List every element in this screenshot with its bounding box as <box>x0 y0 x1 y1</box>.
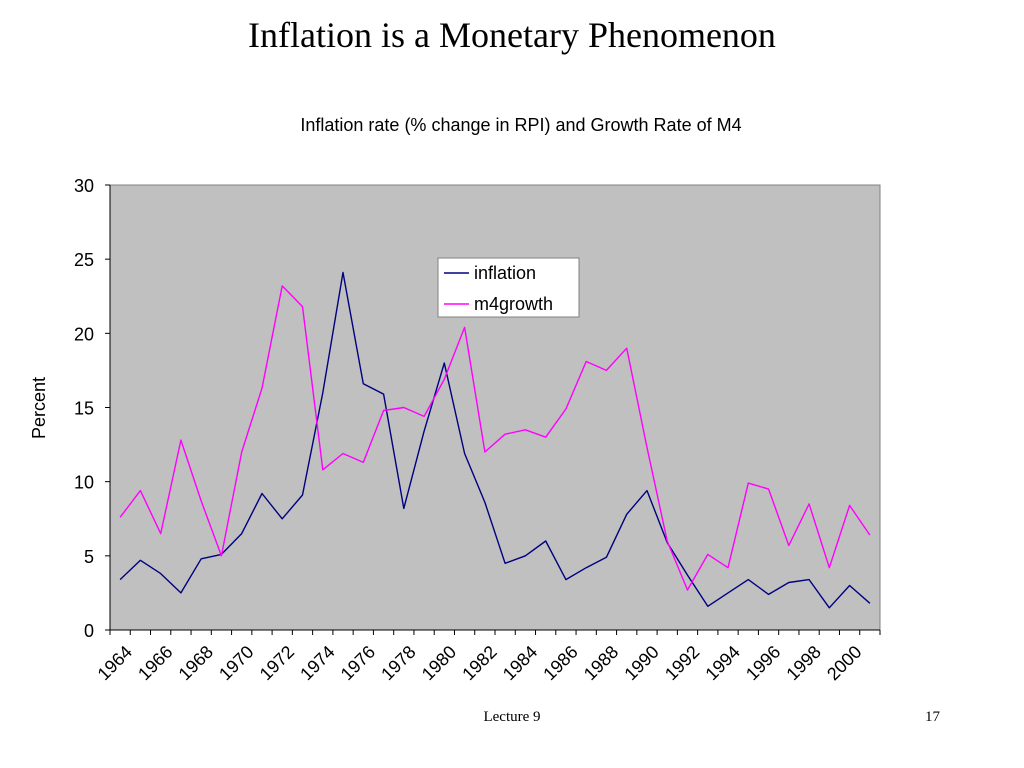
x-tick-label: 1998 <box>782 642 824 684</box>
footer-lecture-label: Lecture 9 <box>483 709 541 725</box>
legend-label-m4growth: m4growth <box>474 294 553 314</box>
legend-label-inflation: inflation <box>474 263 536 283</box>
y-tick-label: 20 <box>74 324 94 344</box>
x-tick-label: 1990 <box>620 642 662 684</box>
x-tick-label: 1968 <box>175 642 217 684</box>
legend-box <box>437 257 580 318</box>
x-tick-label: 1980 <box>418 642 460 684</box>
series-lines <box>119 271 871 609</box>
x-tick-label: 1966 <box>134 642 176 684</box>
x-tick-label: 1984 <box>499 642 541 684</box>
y-tick-label: 30 <box>74 176 94 196</box>
x-tick-label: 1976 <box>337 642 379 684</box>
x-tick-label: 1982 <box>458 642 500 684</box>
x-axis: 1964196619681970197219741976197819801982… <box>94 630 881 684</box>
chart-title: Inflation rate (% change in RPI) and Gro… <box>300 115 741 135</box>
y-axis-label: Percent <box>29 377 49 439</box>
series-line-inflation <box>119 271 871 609</box>
x-tick-label: 2000 <box>823 642 865 684</box>
legend: inflation m4growth <box>437 257 580 318</box>
y-tick-label: 0 <box>84 621 94 641</box>
x-tick-label: 1986 <box>539 642 581 684</box>
y-tick-label: 25 <box>74 250 94 270</box>
x-tick-label: 1974 <box>296 642 338 684</box>
x-tick-label: 1994 <box>701 642 743 684</box>
slide-title: Inflation is a Monetary Phenomenon <box>248 15 776 55</box>
x-tick-label: 1972 <box>256 642 298 684</box>
y-tick-label: 15 <box>74 399 94 419</box>
x-tick-label: 1970 <box>215 642 257 684</box>
x-tick-label: 1996 <box>742 642 784 684</box>
series-line-m4growth <box>119 285 871 591</box>
y-tick-label: 10 <box>74 473 94 493</box>
x-tick-label: 1988 <box>580 642 622 684</box>
x-tick-label: 1964 <box>94 642 136 684</box>
plot-area <box>109 184 881 631</box>
x-tick-label: 1978 <box>377 642 419 684</box>
y-tick-label: 5 <box>84 547 94 567</box>
page-number: 17 <box>925 709 940 725</box>
y-axis: 0 5 10 15 20 25 30 <box>74 176 110 641</box>
x-tick-label: 1992 <box>661 642 703 684</box>
